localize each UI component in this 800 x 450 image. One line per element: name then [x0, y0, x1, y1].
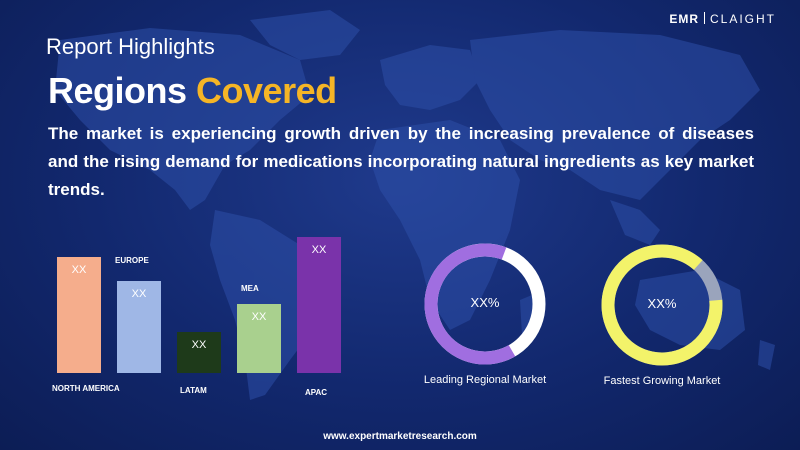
bar-europe: XX: [117, 281, 161, 373]
logo-emr: EMR: [669, 12, 699, 26]
bar-value: XX: [311, 244, 327, 256]
report-subtitle: Report Highlights: [46, 34, 215, 59]
bar-mea: XX: [237, 304, 281, 373]
title-main: Regions: [48, 70, 187, 111]
bar-value: XX: [71, 264, 87, 276]
donut-chart: [424, 243, 546, 365]
title-accent: Covered: [196, 70, 337, 111]
donut-caption: Leading Regional Market: [423, 374, 547, 386]
bar-value: XX: [131, 288, 147, 300]
logo-divider: [703, 12, 705, 24]
donut-value: XX%: [470, 295, 500, 310]
bar-value: XX: [191, 339, 207, 351]
page-title: Regions Covered: [48, 70, 337, 112]
bar-north-america: XX: [57, 257, 101, 373]
donut-value: XX%: [647, 296, 677, 311]
region-label: MEA: [241, 284, 259, 293]
region-label: LATAM: [180, 386, 207, 395]
donut-chart: [601, 244, 723, 366]
bar-latam: XX: [177, 332, 221, 373]
bar-apac: XX: [297, 237, 341, 373]
footer-url: www.expertmarketresearch.com: [323, 431, 477, 442]
market-description: The market is experiencing growth driven…: [48, 124, 754, 199]
brand-logo: EMR CLAIGHT: [669, 12, 776, 26]
logo-claight: CLAIGHT: [709, 12, 776, 26]
region-label: NORTH AMERICA: [52, 384, 120, 393]
donut-fill: [424, 243, 546, 365]
bar-value: XX: [251, 311, 267, 323]
donut-caption: Fastest Growing Market: [603, 375, 721, 387]
region-label: APAC: [305, 388, 328, 397]
region-label: EUROPE: [115, 256, 149, 265]
